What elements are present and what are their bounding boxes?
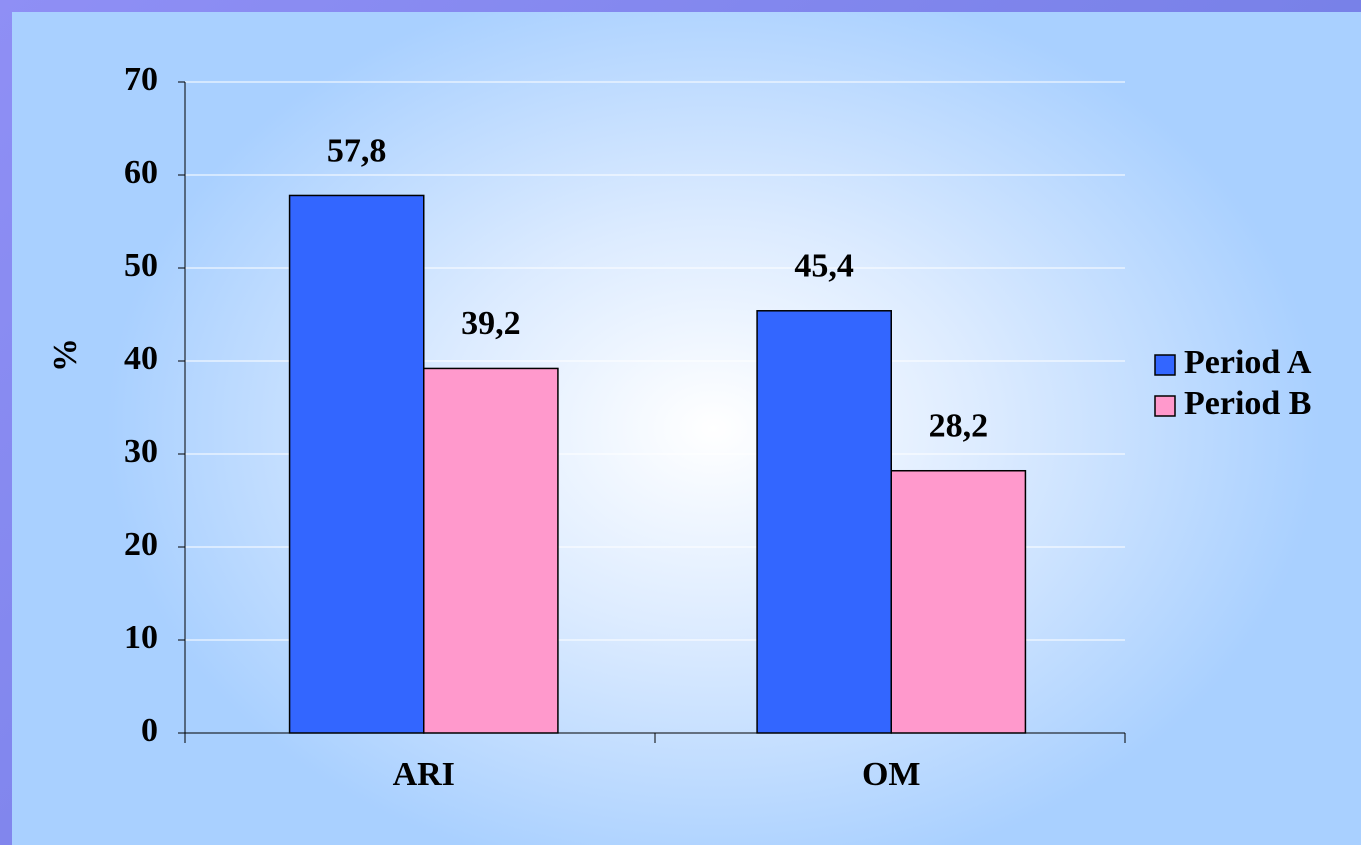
y-tick-label: 0	[141, 712, 158, 749]
y-tick-label: 20	[124, 526, 158, 563]
y-tick-label: 60	[124, 154, 158, 191]
y-tick-label: 70	[124, 61, 158, 98]
y-tick-label: 40	[124, 340, 158, 377]
value-label: 57,8	[327, 132, 387, 169]
x-tick-label: OM	[862, 756, 921, 793]
legend-swatch	[1154, 354, 1176, 376]
value-label: 45,4	[794, 248, 854, 285]
legend-label: Period B	[1184, 385, 1311, 422]
bar	[423, 367, 559, 734]
legend-swatch	[1154, 395, 1176, 417]
x-tick-label: ARI	[393, 756, 455, 793]
y-tick-label: 30	[124, 433, 158, 470]
bar	[756, 310, 893, 734]
value-label: 39,2	[461, 305, 521, 342]
panel	[12, 12, 1361, 845]
value-label: 28,2	[929, 408, 989, 445]
y-tick-label: 10	[124, 619, 158, 656]
legend-label: Period A	[1184, 344, 1312, 381]
y-axis-label: %	[47, 338, 84, 372]
bar	[890, 469, 1027, 734]
bar	[288, 194, 425, 734]
y-tick-label: 50	[124, 247, 158, 284]
